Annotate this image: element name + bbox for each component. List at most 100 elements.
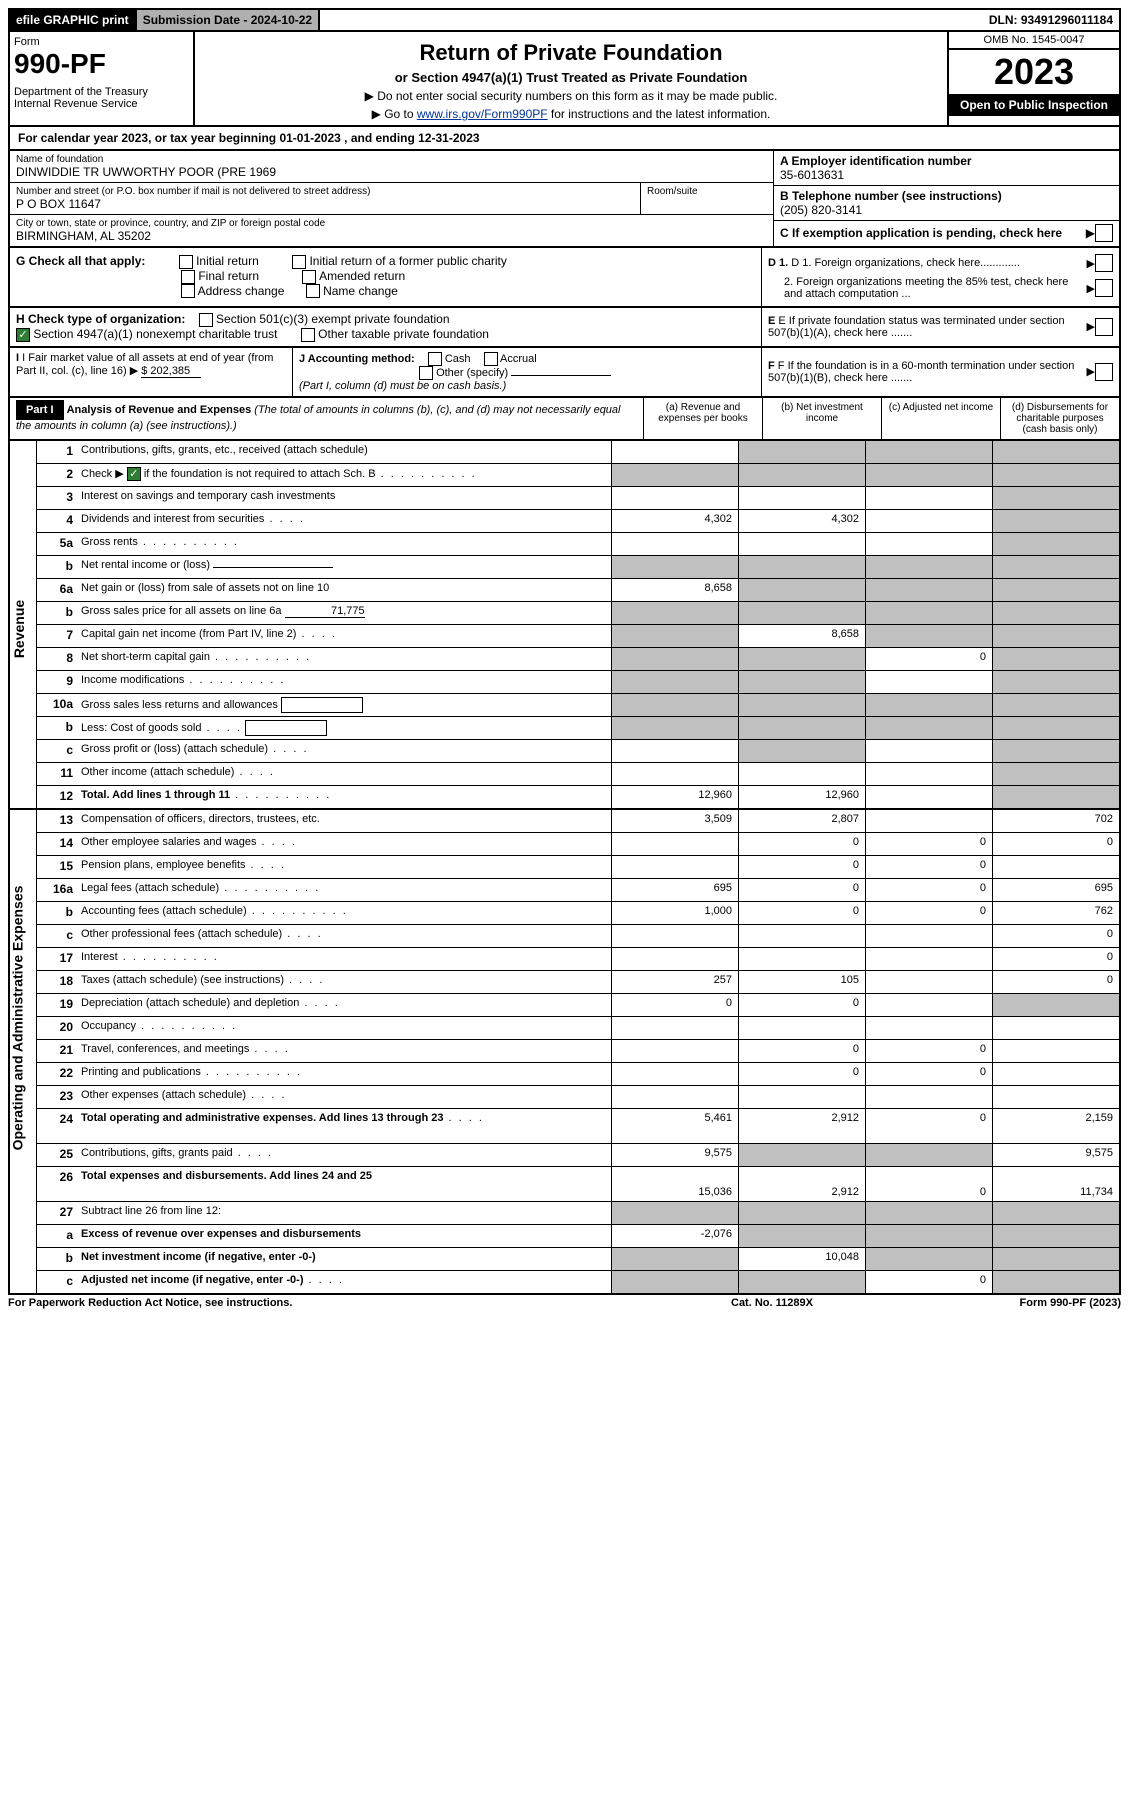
phone-label: B Telephone number (see instructions): [780, 189, 1113, 203]
room-cell: Room/suite: [641, 183, 773, 214]
j-opt-0: Cash: [445, 353, 471, 365]
j-opt-1: Accrual: [500, 353, 537, 365]
line-1: 1Contributions, gifts, grants, etc., rec…: [37, 441, 1119, 464]
line-21: 21Travel, conferences, and meetings00: [37, 1040, 1119, 1063]
form-number: 990-PF: [14, 48, 189, 80]
h-opt-1: Section 501(c)(3) exempt private foundat…: [216, 312, 449, 326]
c-checkbox[interactable]: [1095, 224, 1113, 242]
revenue-rows: 1Contributions, gifts, grants, etc., rec…: [37, 441, 1119, 808]
f-checkbox[interactable]: [1095, 363, 1113, 381]
exemption-cell: C If exemption application is pending, c…: [774, 221, 1119, 245]
c-label: C If exemption application is pending, c…: [780, 226, 1086, 240]
g-cb-address[interactable]: [181, 284, 195, 298]
g-cb-initial[interactable]: [179, 255, 193, 269]
section-h: H Check type of organization: Section 50…: [8, 308, 1121, 348]
part1-desc: Part I Analysis of Revenue and Expenses …: [10, 398, 643, 439]
g-cb-initial-former[interactable]: [292, 255, 306, 269]
submission-date-button[interactable]: Submission Date - 2024-10-22: [135, 10, 320, 30]
addr-label: Number and street (or P.O. box number if…: [16, 186, 634, 197]
expense-rows: 13Compensation of officers, directors, t…: [37, 810, 1119, 1293]
j-note: (Part I, column (d) must be on cash basi…: [299, 380, 506, 392]
line-20: 20Occupancy: [37, 1017, 1119, 1040]
line-13: 13Compensation of officers, directors, t…: [37, 810, 1119, 833]
d1-label: D 1. Foreign organizations, check here..…: [791, 257, 1020, 269]
expenses-table: Operating and Administrative Expenses 13…: [8, 810, 1121, 1295]
j-cb-other[interactable]: [419, 366, 433, 380]
instruction-2: ▶ Go to www.irs.gov/Form990PF for instru…: [205, 107, 937, 121]
part1-label: Part I: [16, 400, 64, 420]
g-right: D 1. D 1. Foreign organizations, check h…: [761, 248, 1119, 306]
e-label: E If private foundation status was termi…: [768, 315, 1065, 339]
line-17: 17Interest0: [37, 948, 1119, 971]
efile-print-button[interactable]: efile GRAPHIC print: [10, 10, 135, 30]
g-cb-name[interactable]: [306, 284, 320, 298]
e-checkbox[interactable]: [1095, 318, 1113, 336]
instr2-pre: ▶ Go to: [372, 107, 417, 121]
j-label: J Accounting method:: [299, 353, 415, 365]
arrow-icon: ▶: [1087, 282, 1095, 295]
part1-header: Part I Analysis of Revenue and Expenses …: [8, 398, 1121, 441]
city-value: BIRMINGHAM, AL 35202: [16, 229, 767, 243]
line-27: 27Subtract line 26 from line 12:: [37, 1202, 1119, 1225]
section-g: G Check all that apply: Initial return I…: [8, 248, 1121, 308]
form-title: Return of Private Foundation: [205, 40, 937, 66]
h-label: H Check type of organization:: [16, 312, 185, 326]
line-2: 2Check ▶ ✓ if the foundation is not requ…: [37, 464, 1119, 487]
open-inspection: Open to Public Inspection: [949, 94, 1119, 116]
g-opt-2: Final return: [198, 269, 259, 283]
h-cb-501c3[interactable]: [199, 313, 213, 327]
g-cb-amended[interactable]: [302, 270, 316, 284]
line-7: 7Capital gain net income (from Part IV, …: [37, 625, 1119, 648]
info-section: Name of foundation DINWIDDIE TR UWWORTHY…: [8, 151, 1121, 248]
footer-left: For Paperwork Reduction Act Notice, see …: [8, 1297, 731, 1309]
dept-label: Department of the Treasury Internal Reve…: [14, 86, 189, 110]
phone-value: (205) 820-3141: [780, 203, 1113, 217]
d2-checkbox[interactable]: [1095, 279, 1113, 297]
form-header: Form 990-PF Department of the Treasury I…: [8, 32, 1121, 127]
city-label: City or town, state or province, country…: [16, 218, 767, 229]
j-cb-cash[interactable]: [428, 352, 442, 366]
foundation-name-cell: Name of foundation DINWIDDIE TR UWWORTHY…: [10, 151, 773, 183]
name-label: Name of foundation: [16, 154, 767, 165]
col-a-header: (a) Revenue and expenses per books: [643, 398, 762, 439]
line-3: 3Interest on savings and temporary cash …: [37, 487, 1119, 510]
h-cb-other[interactable]: [301, 328, 315, 342]
g-cb-final[interactable]: [181, 270, 195, 284]
line-12: 12Total. Add lines 1 through 1112,96012,…: [37, 786, 1119, 808]
d2-label: 2. Foreign organizations meeting the 85%…: [768, 276, 1087, 300]
i-left: I I Fair market value of all assets at e…: [10, 348, 293, 396]
line-26: 26Total expenses and disbursements. Add …: [37, 1167, 1119, 1202]
line-16b: bAccounting fees (attach schedule)1,0000…: [37, 902, 1119, 925]
year-block: OMB No. 1545-0047 2023 Open to Public In…: [947, 32, 1119, 125]
calendar-year-row: For calendar year 2023, or tax year begi…: [8, 127, 1121, 151]
line-8: 8Net short-term capital gain0: [37, 648, 1119, 671]
form-id-block: Form 990-PF Department of the Treasury I…: [10, 32, 195, 125]
spacer: [320, 17, 983, 23]
line-22: 22Printing and publications00: [37, 1063, 1119, 1086]
j-other-line: [511, 375, 611, 376]
line-24: 24Total operating and administrative exp…: [37, 1109, 1119, 1144]
schb-checkbox[interactable]: ✓: [127, 467, 141, 481]
tax-year: 2023: [949, 50, 1119, 94]
j-cb-accrual[interactable]: [484, 352, 498, 366]
h-right: E E If private foundation status was ter…: [761, 308, 1119, 346]
line-5b: bNet rental income or (loss): [37, 556, 1119, 579]
h-cb-4947[interactable]: ✓: [16, 328, 30, 342]
info-right: A Employer identification number 35-6013…: [773, 151, 1119, 246]
arrow-icon: ▶: [1087, 320, 1095, 333]
form-subtitle: or Section 4947(a)(1) Trust Treated as P…: [205, 70, 937, 85]
omb-number: OMB No. 1545-0047: [949, 32, 1119, 50]
irs-link[interactable]: www.irs.gov/Form990PF: [417, 107, 548, 121]
line-6b: bGross sales price for all assets on lin…: [37, 602, 1119, 625]
line-16a: 16aLegal fees (attach schedule)69500695: [37, 879, 1119, 902]
form-title-block: Return of Private Foundation or Section …: [195, 32, 947, 125]
f-label: F If the foundation is in a 60-month ter…: [768, 360, 1074, 384]
expenses-side-label: Operating and Administrative Expenses: [10, 810, 37, 1293]
street-cell: Number and street (or P.O. box number if…: [10, 183, 641, 214]
g-left: G Check all that apply: Initial return I…: [10, 248, 761, 306]
d1-checkbox[interactable]: [1095, 254, 1113, 272]
phone-cell: B Telephone number (see instructions) (2…: [774, 186, 1119, 221]
line-19: 19Depreciation (attach schedule) and dep…: [37, 994, 1119, 1017]
line-16c: cOther professional fees (attach schedul…: [37, 925, 1119, 948]
col-c-header: (c) Adjusted net income: [881, 398, 1000, 439]
